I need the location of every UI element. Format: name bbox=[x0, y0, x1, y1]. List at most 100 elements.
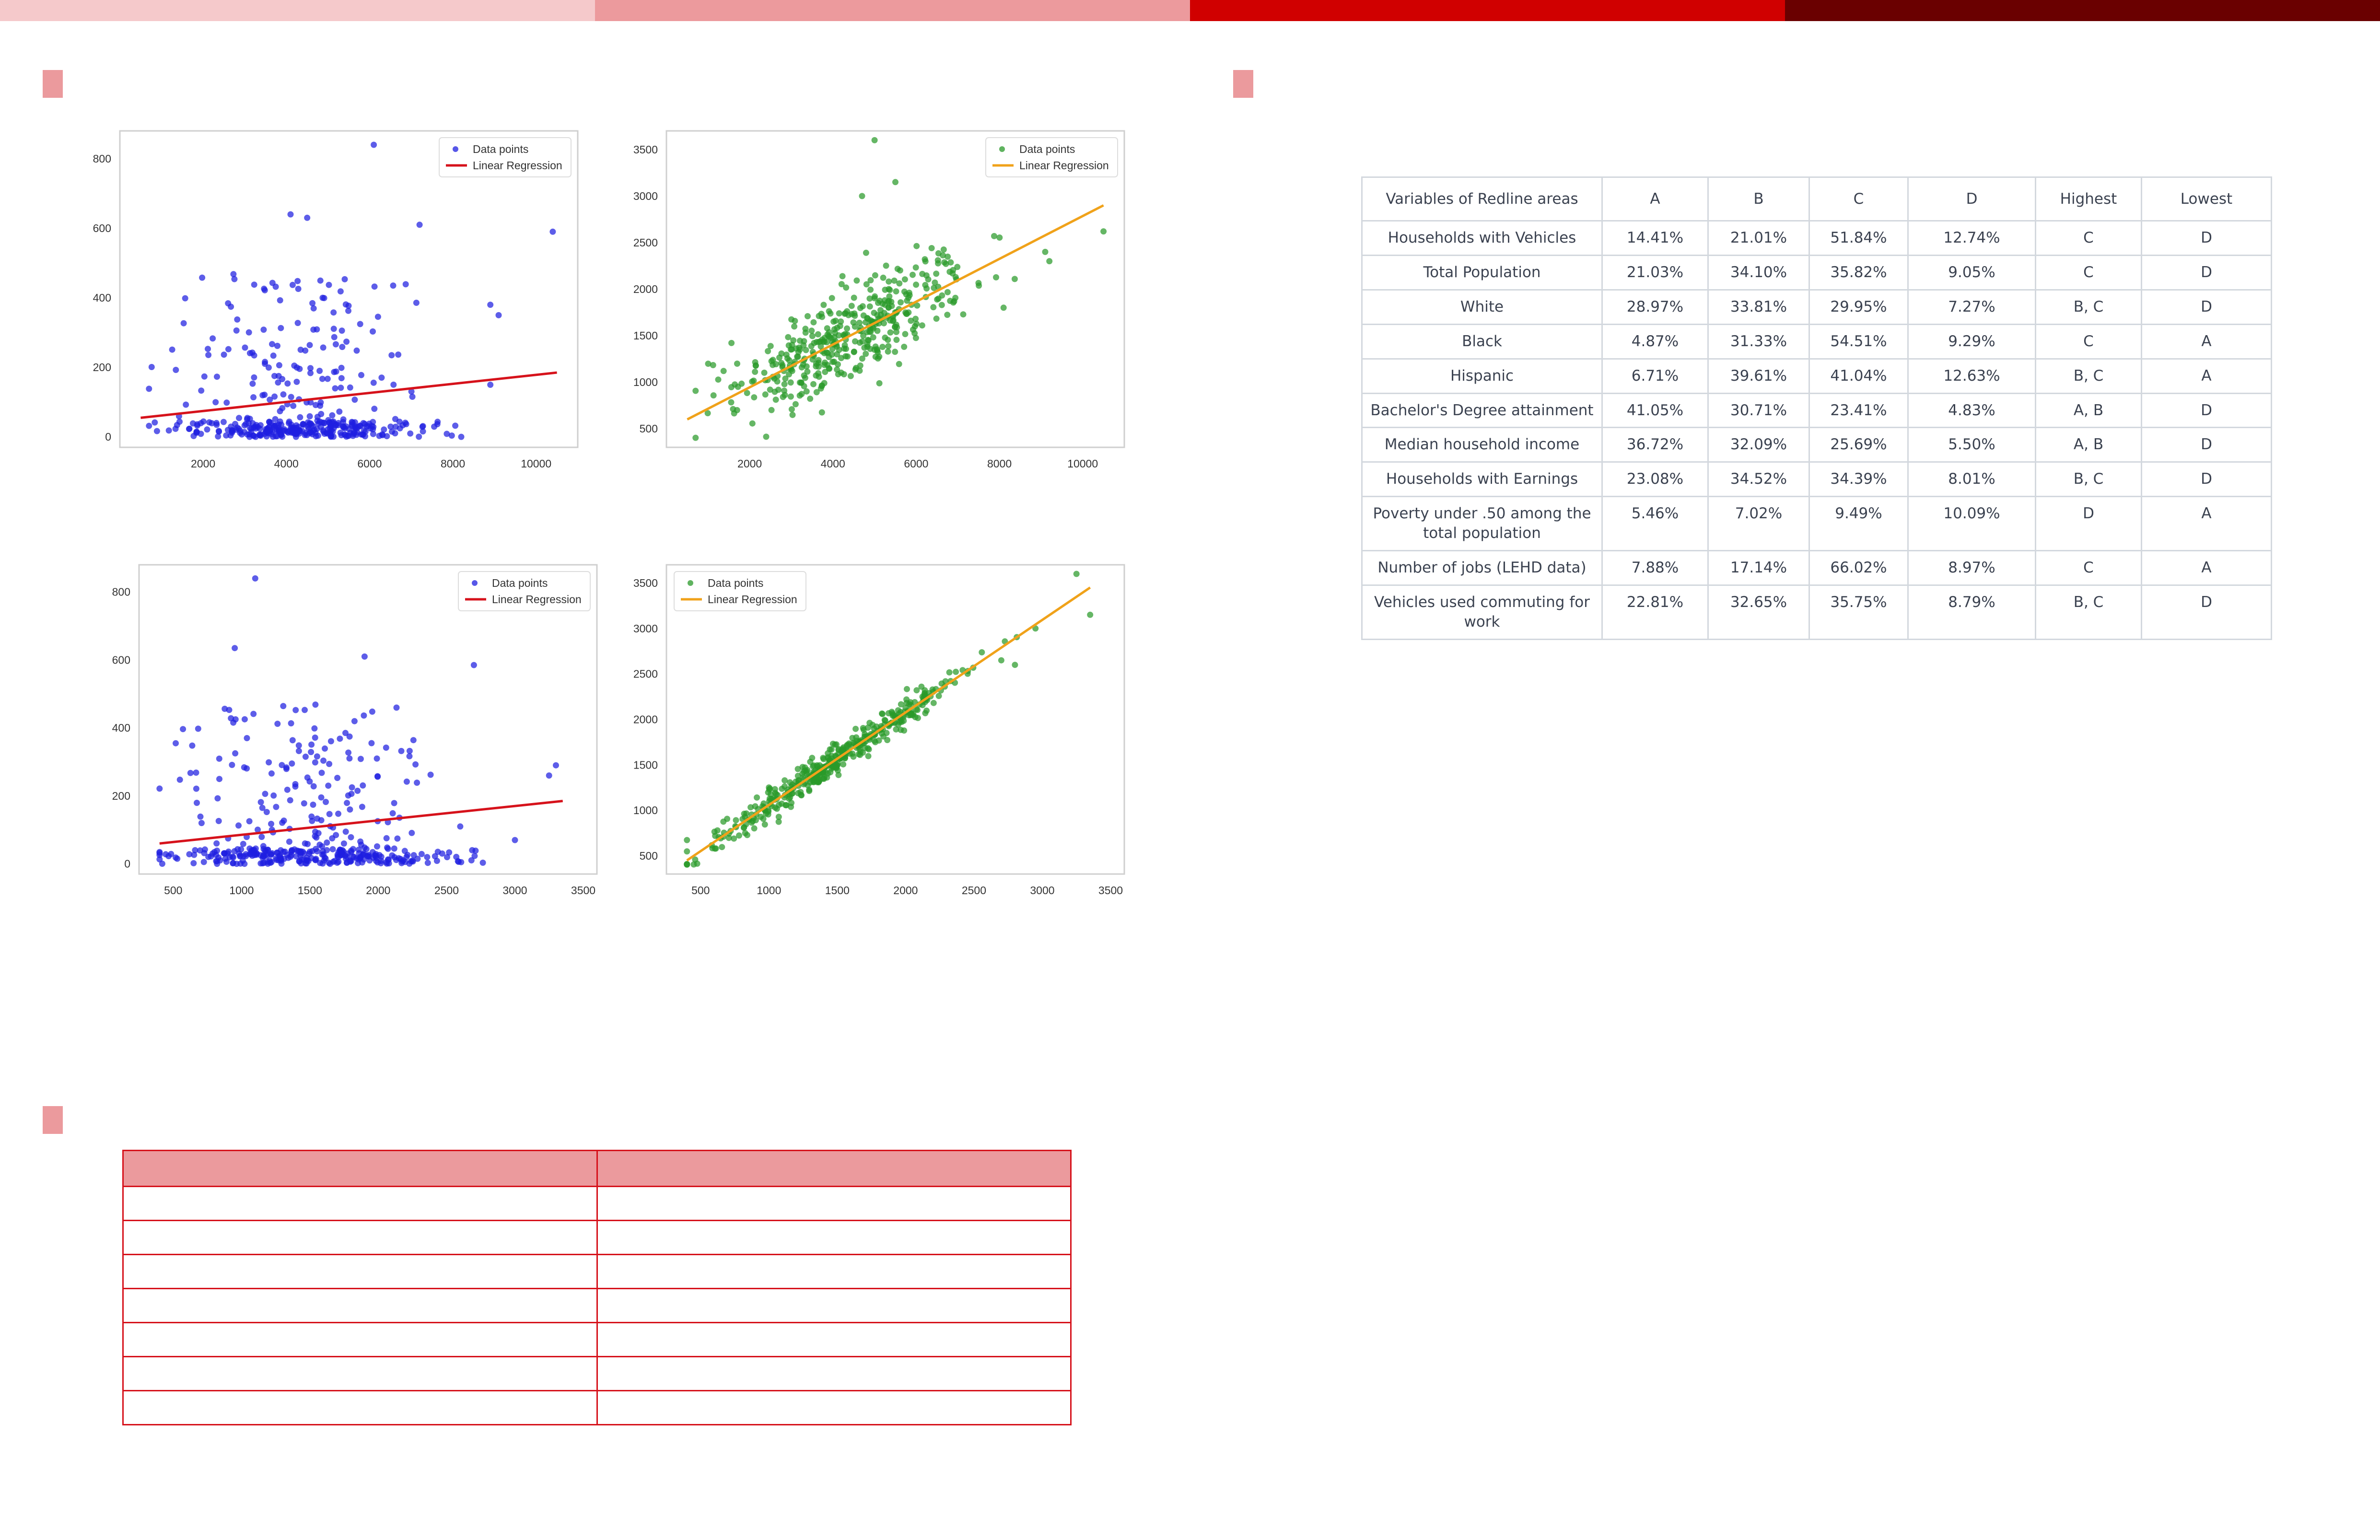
data-point bbox=[1042, 248, 1049, 255]
table-row: Total Population 21.03% 34.10% 35.82% 9.05% C… bbox=[1361, 254, 2272, 291]
data-point bbox=[326, 281, 332, 288]
table-cell bbox=[122, 1322, 598, 1357]
data-point bbox=[792, 317, 798, 324]
data-point bbox=[448, 432, 455, 439]
data-point bbox=[331, 858, 338, 864]
redline-variables-table: Variables of Redline areas A B C D Highest Low… bbox=[1361, 176, 2272, 640]
data-point bbox=[772, 397, 779, 403]
data-point bbox=[512, 837, 518, 843]
data-point bbox=[347, 806, 353, 813]
data-point bbox=[471, 852, 478, 859]
data-point bbox=[351, 397, 358, 403]
variable-name-cell: Households with Earnings bbox=[1361, 461, 1603, 498]
data-point bbox=[353, 347, 360, 354]
data-point bbox=[290, 403, 297, 409]
data-point bbox=[898, 701, 904, 708]
data-point bbox=[770, 357, 776, 363]
data-point bbox=[487, 382, 494, 388]
table-header-cell: Lowest bbox=[2141, 176, 2272, 222]
data-point bbox=[317, 277, 324, 284]
data-point bbox=[315, 432, 321, 439]
data-point bbox=[810, 381, 817, 387]
legend-point-marker bbox=[472, 580, 478, 586]
data-point bbox=[865, 746, 872, 753]
data-point bbox=[785, 334, 792, 340]
data-point bbox=[223, 432, 230, 439]
data-point bbox=[287, 797, 293, 804]
data-point bbox=[241, 716, 248, 723]
data-point bbox=[890, 712, 897, 718]
data-point bbox=[913, 320, 920, 327]
data-point bbox=[192, 847, 198, 853]
data-point bbox=[392, 416, 398, 422]
color-bar-segment bbox=[595, 0, 1190, 21]
data-point bbox=[813, 361, 819, 367]
table-cell: 8.79% bbox=[1907, 584, 2036, 640]
data-point bbox=[312, 759, 318, 766]
data-point bbox=[287, 211, 294, 218]
data-point bbox=[874, 347, 881, 354]
table-cell bbox=[596, 1254, 1072, 1289]
data-point bbox=[782, 783, 788, 790]
data-point bbox=[230, 271, 237, 278]
data-point bbox=[374, 773, 381, 780]
data-point bbox=[369, 708, 375, 715]
data-point bbox=[306, 342, 313, 349]
data-point bbox=[1011, 276, 1018, 282]
data-point bbox=[925, 276, 932, 283]
data-point bbox=[864, 343, 871, 350]
data-point bbox=[307, 370, 314, 376]
data-point bbox=[329, 835, 336, 841]
data-point bbox=[156, 849, 163, 855]
data-point bbox=[789, 790, 796, 797]
data-point bbox=[384, 860, 390, 867]
data-point bbox=[783, 802, 790, 808]
data-point bbox=[876, 380, 883, 386]
data-point bbox=[238, 846, 245, 852]
data-point bbox=[250, 711, 257, 717]
data-point bbox=[223, 399, 230, 406]
data-point bbox=[176, 776, 183, 783]
data-point bbox=[866, 295, 873, 302]
data-point bbox=[546, 772, 552, 779]
data-point bbox=[794, 766, 801, 772]
data-point bbox=[1012, 662, 1018, 668]
y-tick-label: 0 bbox=[124, 858, 130, 870]
data-point bbox=[789, 411, 796, 418]
table-cell: 32.65% bbox=[1707, 584, 1810, 640]
data-point bbox=[295, 742, 302, 749]
table-cell: 8.97% bbox=[1907, 550, 2036, 586]
data-point bbox=[794, 772, 801, 779]
data-point bbox=[300, 849, 306, 855]
data-point bbox=[186, 425, 193, 432]
data-point bbox=[381, 426, 387, 433]
data-point bbox=[938, 302, 945, 308]
data-point bbox=[945, 253, 951, 260]
table-cell: 28.97% bbox=[1601, 289, 1709, 325]
table-cell bbox=[596, 1150, 1072, 1187]
data-point bbox=[216, 776, 222, 782]
table-row: Households with Earnings 23.08% 34.52% 34.3… bbox=[1361, 461, 2272, 498]
legend-box bbox=[439, 137, 572, 177]
data-point bbox=[308, 421, 315, 428]
data-point bbox=[792, 401, 799, 408]
legend-label-line: Linear Regression bbox=[473, 159, 562, 172]
data-point bbox=[849, 750, 856, 757]
data-point bbox=[712, 845, 719, 852]
data-point bbox=[228, 715, 234, 722]
data-point bbox=[331, 369, 338, 375]
y-tick-label: 500 bbox=[640, 850, 658, 862]
data-point bbox=[361, 712, 367, 719]
data-point bbox=[295, 747, 302, 754]
data-point bbox=[935, 693, 942, 699]
data-point bbox=[866, 303, 873, 310]
data-point bbox=[373, 858, 379, 864]
data-point bbox=[875, 300, 881, 306]
table-cell: 41.05% bbox=[1601, 392, 1709, 429]
data-point bbox=[705, 361, 712, 367]
table-cell: 33.81% bbox=[1707, 289, 1810, 325]
data-point bbox=[314, 753, 320, 760]
data-point bbox=[728, 339, 735, 346]
legend-box bbox=[458, 571, 591, 611]
data-point bbox=[153, 428, 160, 434]
